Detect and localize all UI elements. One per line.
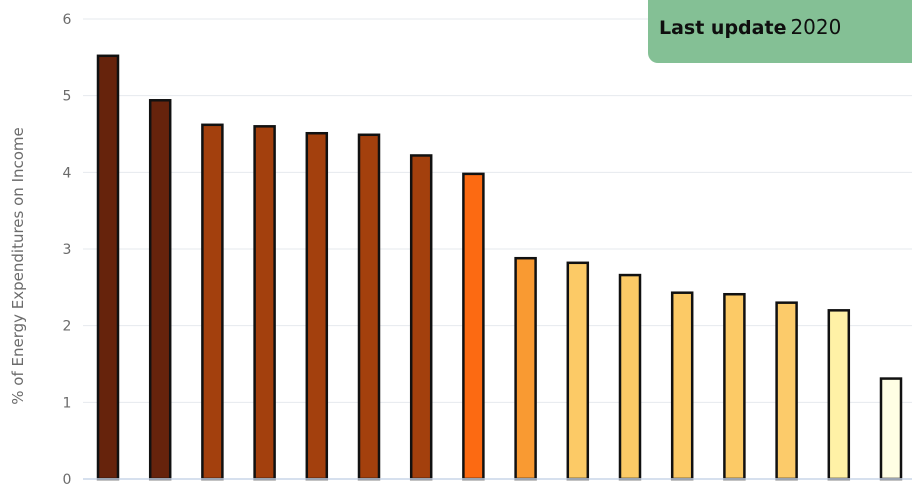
bar-3 xyxy=(201,123,224,481)
bar-2 xyxy=(148,99,172,481)
bar-14 xyxy=(775,301,798,481)
y-tick-label-3: 3 xyxy=(63,242,72,258)
bar-6 xyxy=(357,133,381,481)
bar-8 xyxy=(462,172,485,481)
bar-16 xyxy=(879,377,903,481)
last-update-label: Last update xyxy=(659,17,787,39)
y-tick-label-0: 0 xyxy=(63,472,72,484)
bar-11 xyxy=(618,273,642,481)
bar-9 xyxy=(514,256,537,481)
y-tick-label-4: 4 xyxy=(63,165,72,181)
y-tick-label-1: 1 xyxy=(63,395,72,411)
bar-1 xyxy=(96,54,120,481)
bar-10 xyxy=(566,261,590,481)
y-tick-label-6: 6 xyxy=(63,12,72,28)
y-tick-label-2: 2 xyxy=(63,319,72,335)
bar-5 xyxy=(305,131,329,481)
y-axis-ticks: 0 1 2 3 4 5 6 xyxy=(63,12,72,484)
bar-7 xyxy=(409,154,433,481)
y-axis-title: % of Energy Expenditures on Income xyxy=(9,127,27,405)
bars xyxy=(96,54,903,481)
bar-12 xyxy=(670,291,694,481)
y-tick-label-5: 5 xyxy=(63,89,72,105)
bar-13 xyxy=(723,292,746,481)
bar-4 xyxy=(253,125,276,481)
bar-15 xyxy=(827,309,851,481)
last-update-year: 2020 xyxy=(790,15,842,39)
last-update-badge: Last update 2020 xyxy=(648,0,912,63)
